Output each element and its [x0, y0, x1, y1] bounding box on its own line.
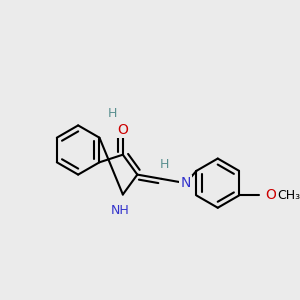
- Text: H: H: [160, 158, 169, 171]
- Text: NH: NH: [111, 204, 129, 217]
- Text: O: O: [265, 188, 276, 203]
- Text: N: N: [181, 176, 191, 190]
- Text: H: H: [108, 107, 117, 121]
- Text: O: O: [117, 123, 128, 137]
- Text: CH₃: CH₃: [278, 189, 300, 202]
